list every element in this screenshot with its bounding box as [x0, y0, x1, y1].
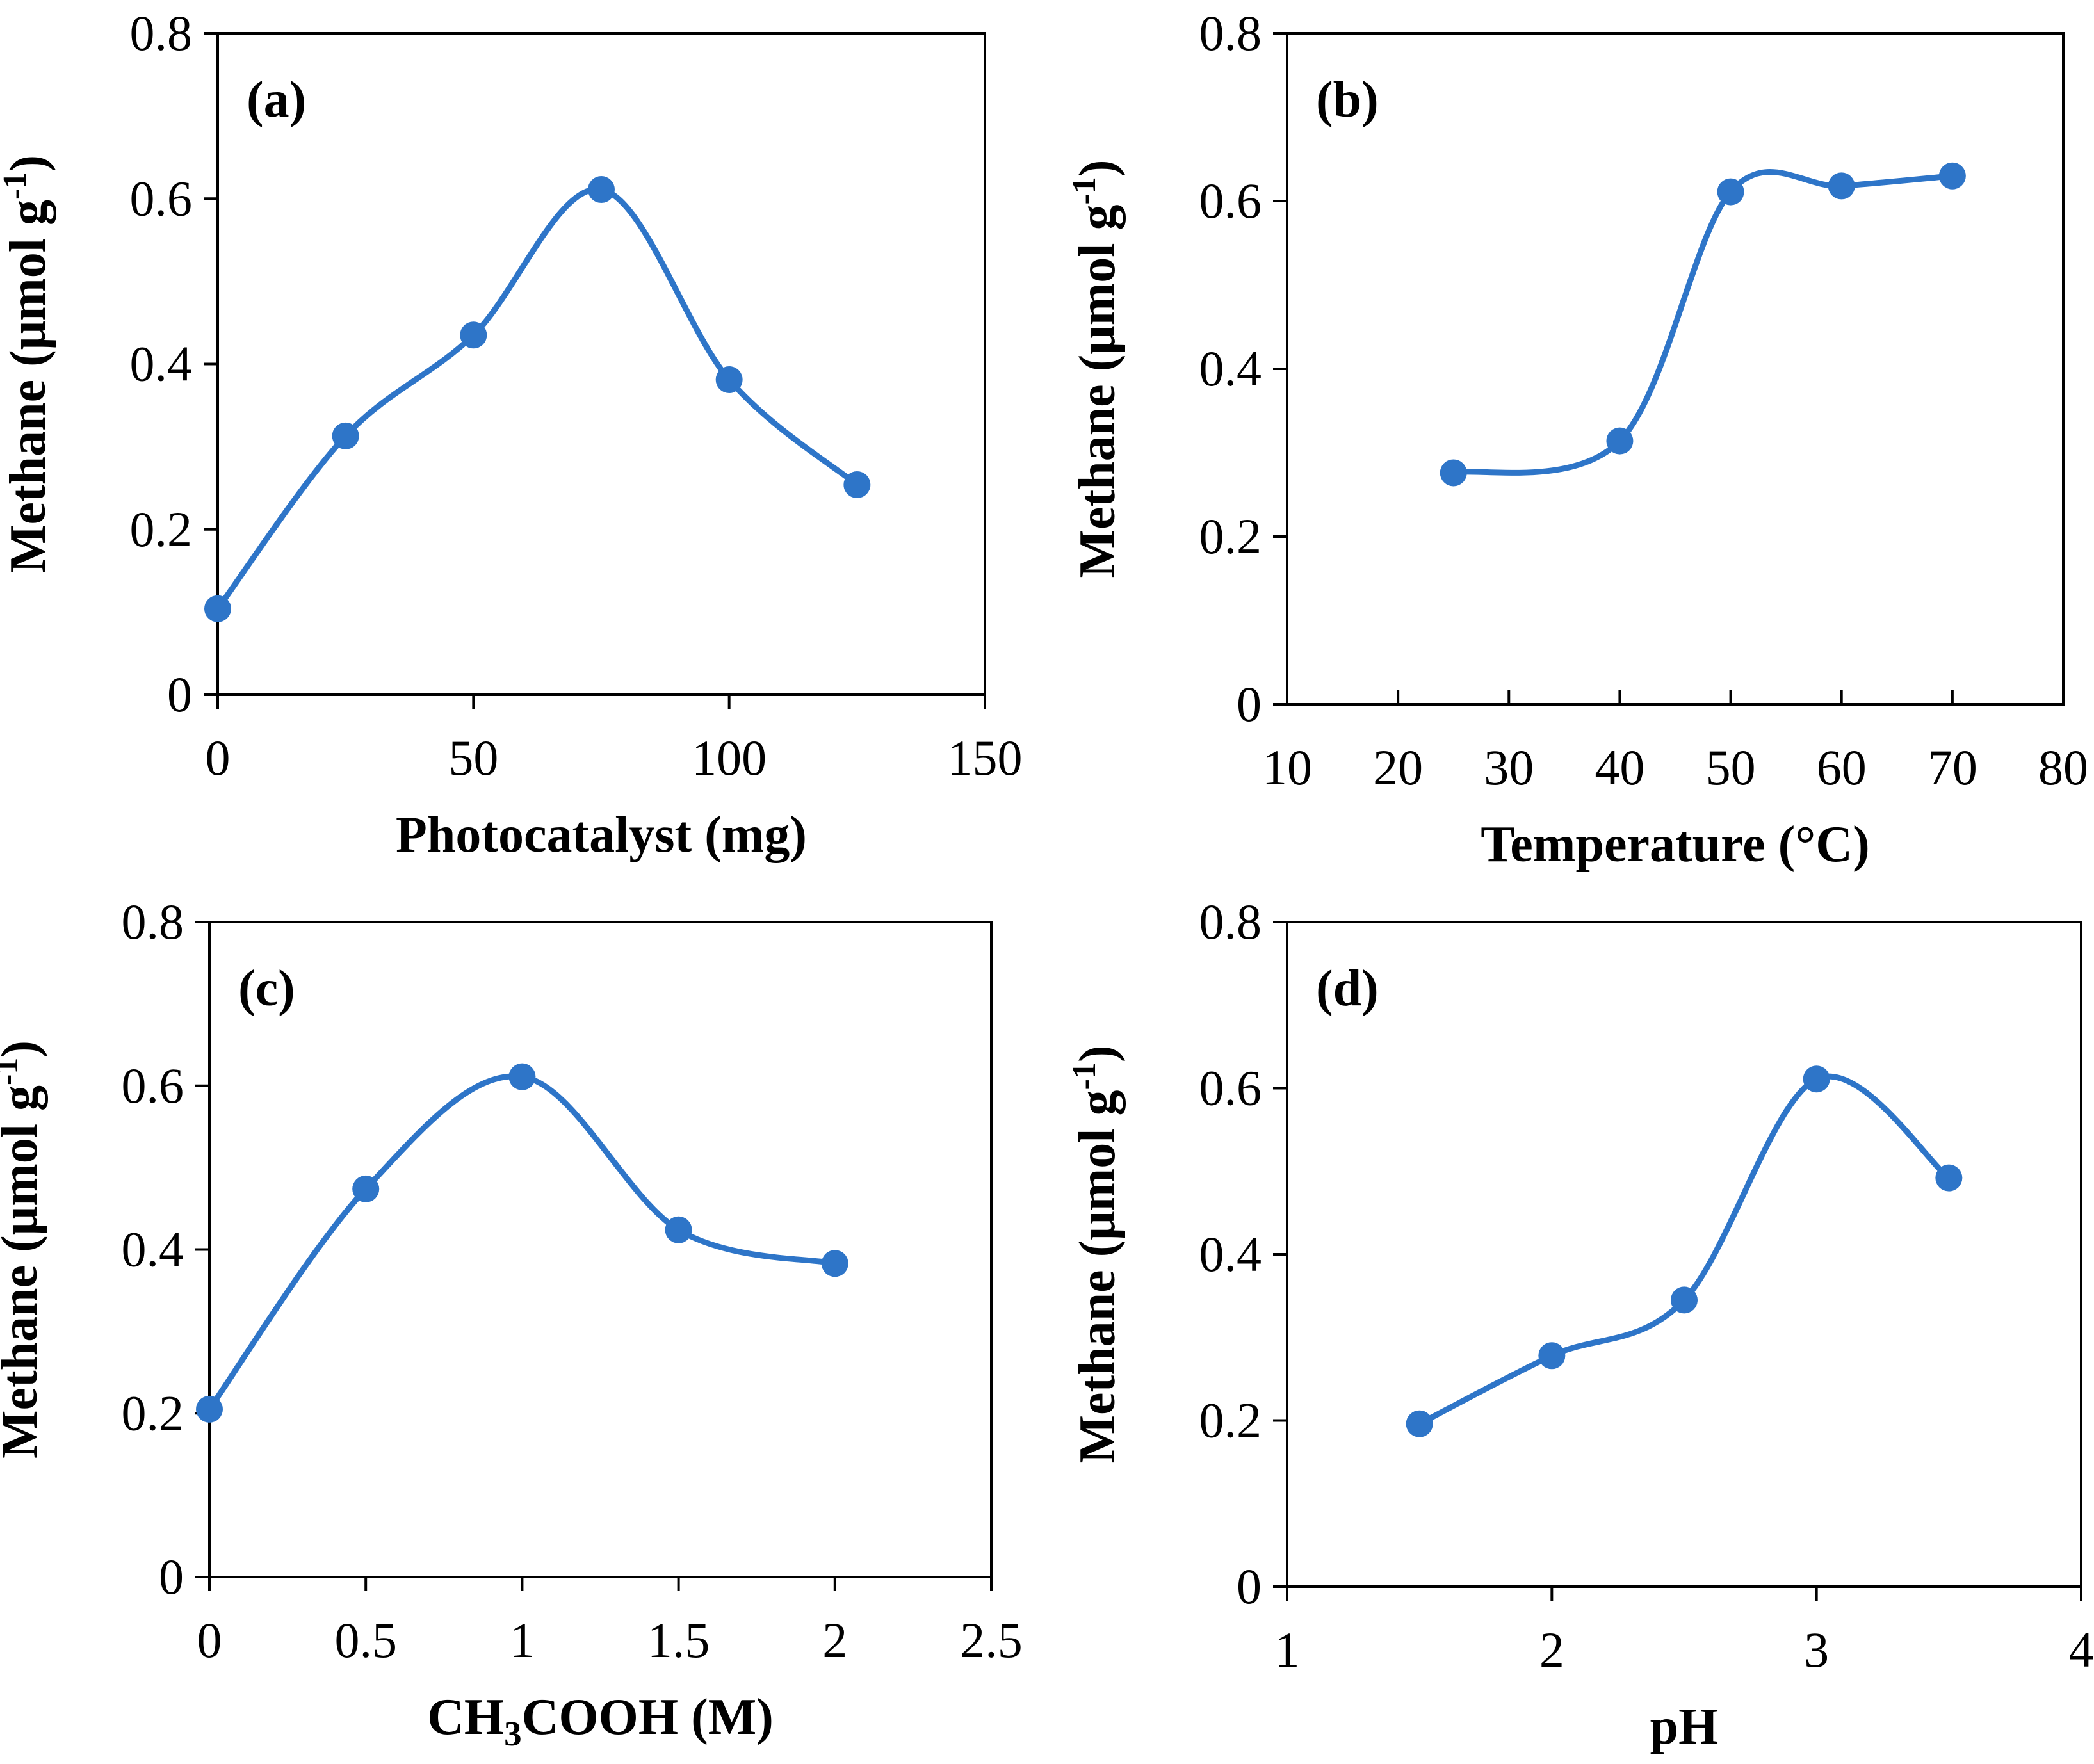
x-tick-label: 0.5 [334, 1612, 397, 1668]
y-tick-label: 0.6 [130, 170, 193, 226]
y-tick-label: 0.8 [1199, 5, 1262, 61]
x-tick-label: 30 [1484, 740, 1534, 795]
y-tick-label: 0.4 [130, 336, 193, 392]
series-line [206, 1073, 838, 1412]
x-tick-label: 60 [1817, 740, 1867, 795]
data-point [1828, 172, 1855, 200]
y-tick-label: 0.8 [1199, 894, 1262, 950]
x-tick-label: 50 [1706, 740, 1756, 795]
data-point [665, 1216, 692, 1243]
x-tick-label: 2.5 [960, 1612, 1023, 1668]
x-axis-title: pH [1650, 1699, 1719, 1755]
data-point [1717, 178, 1744, 206]
x-tick-label: 1.5 [647, 1612, 710, 1668]
series-line [1450, 169, 1956, 476]
y-tick-label: 0 [1237, 676, 1262, 732]
data-point [1406, 1410, 1433, 1437]
x-tick-label: 0 [197, 1612, 222, 1668]
plot-frame [216, 32, 986, 696]
y-tick-label: 0.4 [1199, 341, 1262, 396]
x-axis-title: Photocatalyst (mg) [396, 807, 807, 863]
x-axis-title: Temperature (°C) [1481, 816, 1869, 873]
y-tick-label: 0.6 [122, 1058, 184, 1113]
data-point [1803, 1065, 1830, 1093]
y-tick-label: 0.2 [1199, 1393, 1262, 1448]
panel-label: (a) [247, 72, 306, 128]
x-tick-label: 3 [1804, 1622, 1829, 1678]
data-point [332, 422, 359, 449]
y-tick-label: 0.2 [122, 1385, 184, 1441]
chart-panel-a: 0 0.2 0.4 0.6 0.8 0 50 100 150 Photocatalyst (mg)… [0, 5, 1023, 863]
x-tick-label: 4 [2069, 1622, 2094, 1678]
x-tick-label: 40 [1595, 740, 1644, 795]
y-tick-label: 0.8 [130, 5, 193, 61]
plot-frame [1286, 32, 2065, 706]
data-point [715, 366, 743, 394]
x-tick-label: 50 [448, 730, 498, 786]
y-tick-label: 0.2 [130, 501, 193, 557]
y-tick-label: 0.6 [1199, 1060, 1262, 1116]
y-axis-title: Methane (μmol g-1) [0, 155, 56, 573]
y-tick-label: 0.6 [1199, 173, 1262, 229]
panel-label: (c) [238, 960, 295, 1017]
series-line [1416, 1073, 1952, 1427]
x-tick-label: 2 [822, 1612, 847, 1668]
chart-panel-c: 0 0.2 0.4 0.6 0.8 0 0.5 1 1.5 2 2.5 CH3COOH (M) Meth… [0, 894, 1023, 1753]
y-tick-label: 0 [159, 1549, 184, 1605]
y-tick-label: 0.4 [122, 1222, 184, 1277]
y-tick-label: 0 [1237, 1558, 1262, 1614]
plot-frame [208, 921, 993, 1578]
data-point [588, 176, 615, 204]
data-point [1440, 459, 1467, 487]
x-tick-label: 100 [692, 730, 767, 786]
x-tick-label: 70 [1928, 740, 1977, 795]
y-tick-label: 0.4 [1199, 1226, 1262, 1282]
data-point [843, 471, 871, 499]
panel-label: (b) [1316, 72, 1379, 128]
data-point [1671, 1286, 1698, 1314]
x-axis-title: CH3COOH (M) [427, 1689, 774, 1753]
y-axis-title: Methane (μmol g-1) [1066, 160, 1126, 578]
data-point [352, 1175, 380, 1202]
x-tick-label: 80 [2038, 740, 2088, 795]
y-axis-title: Methane (μmol g-1) [1066, 1046, 1126, 1464]
data-point [1938, 162, 1966, 190]
y-tick-label: 0 [167, 667, 192, 722]
data-point [1538, 1342, 1566, 1370]
x-tick-label: 1 [510, 1612, 535, 1668]
data-point [204, 595, 231, 622]
panel-label: (d) [1316, 960, 1379, 1017]
chart-panel-d: 0 0.2 0.4 0.6 0.8 1 2 3 4 pH Methane (μmol g-1) (d) [1066, 894, 2094, 1755]
data-point [1935, 1164, 1963, 1192]
data-point [196, 1395, 223, 1423]
data-point [508, 1063, 536, 1090]
y-tick-label: 0.2 [1199, 508, 1262, 564]
x-tick-label: 1 [1275, 1622, 1300, 1678]
data-point [1606, 427, 1634, 455]
y-axis-title: Methane (μmol g-1) [0, 1040, 48, 1459]
data-point [460, 321, 487, 349]
x-tick-label: 20 [1373, 740, 1423, 795]
plot-frame [1286, 921, 2082, 1588]
chart-panel-b: 0 0.2 0.4 0.6 0.8 10 20 30 40 50 60 70 80 Temperature… [1066, 5, 2088, 873]
x-tick-label: 150 [948, 730, 1023, 786]
series-line [215, 186, 860, 612]
x-tick-label: 10 [1262, 740, 1312, 795]
data-point [821, 1250, 848, 1277]
x-tick-label: 2 [1539, 1622, 1564, 1678]
y-tick-label: 0.8 [122, 894, 184, 950]
x-tick-label: 0 [206, 730, 231, 786]
